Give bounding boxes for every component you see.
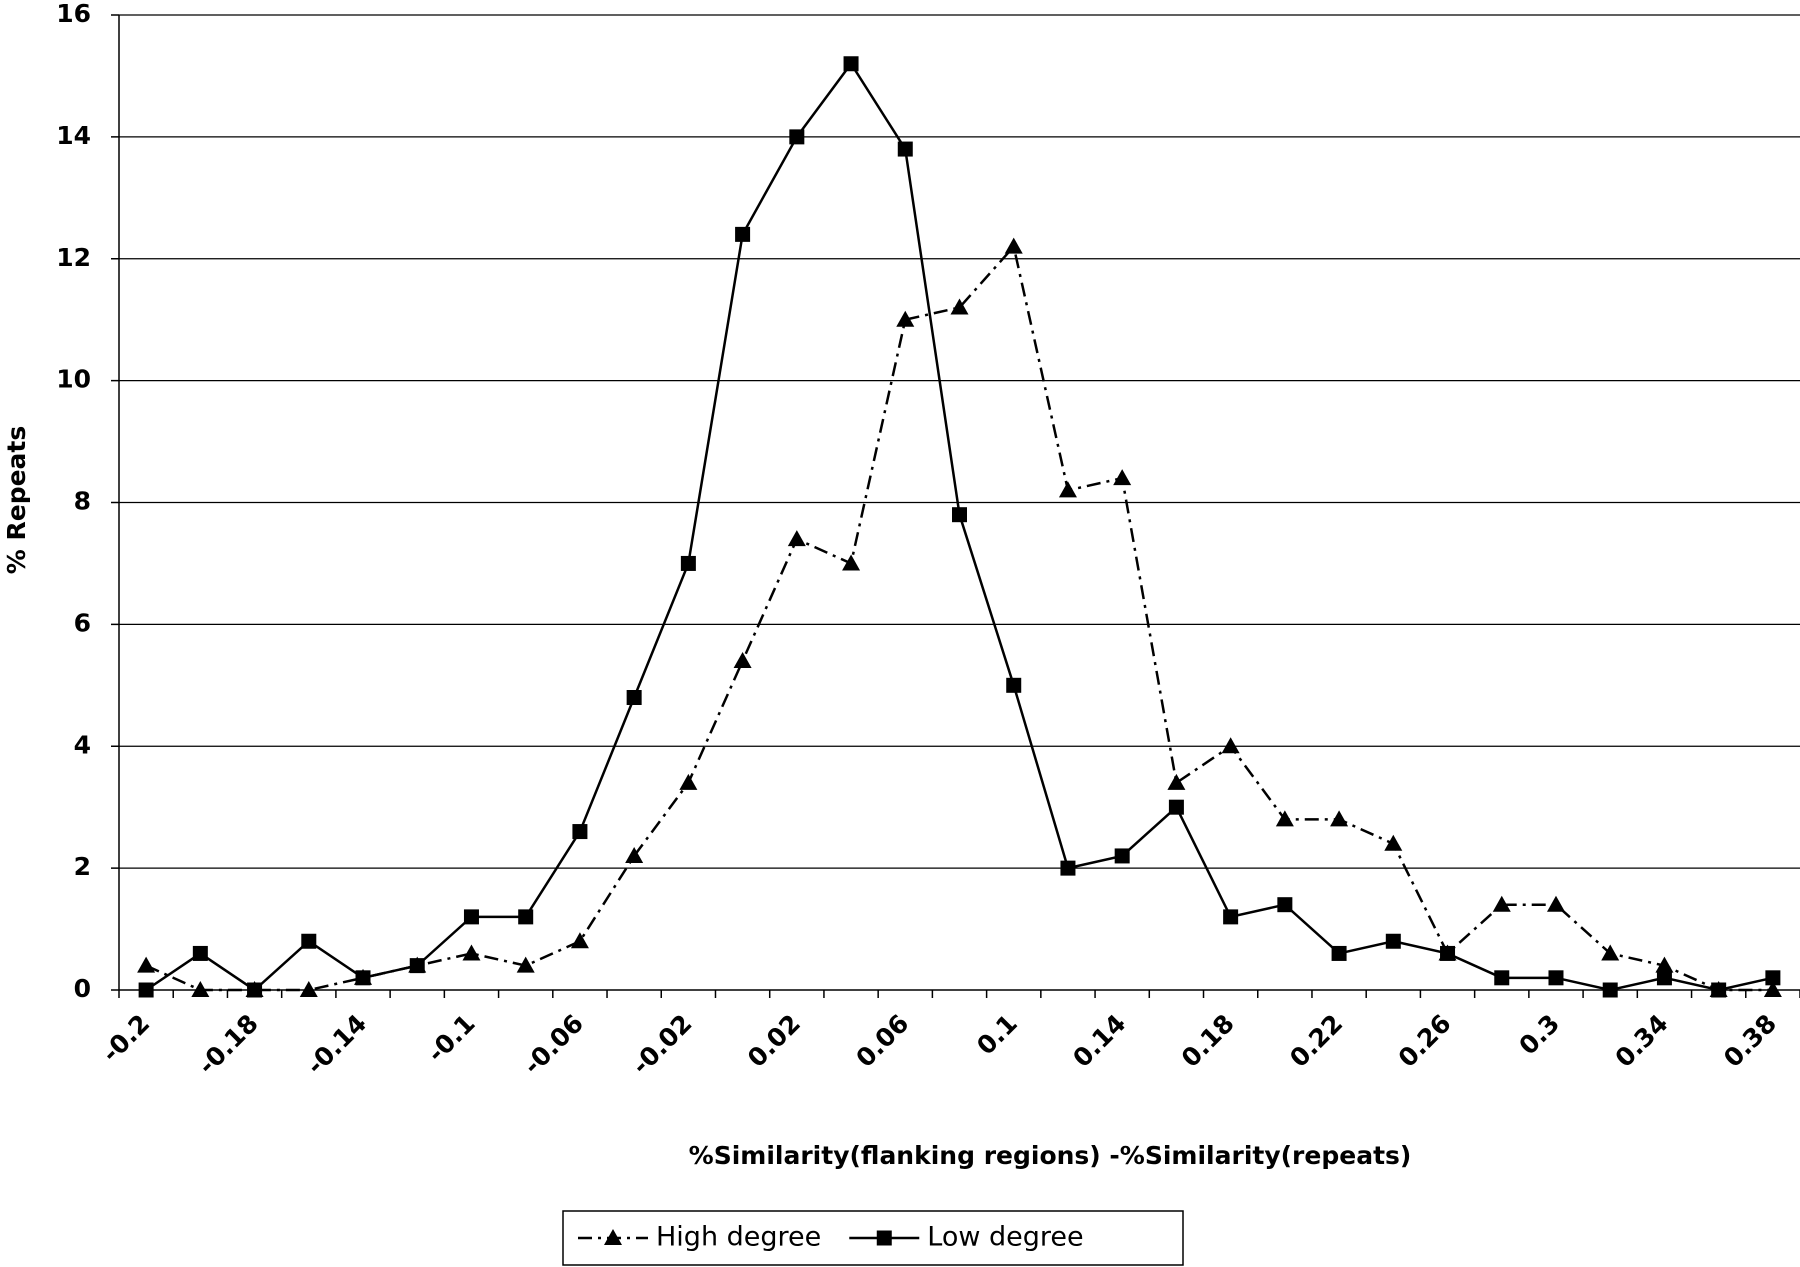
marker bbox=[572, 824, 588, 840]
marker bbox=[1277, 897, 1293, 913]
marker bbox=[679, 773, 698, 790]
x-tick-label: 0.3 bbox=[1513, 1009, 1565, 1061]
marker bbox=[1711, 982, 1727, 998]
y-tick-label: 0 bbox=[74, 974, 91, 1003]
x-tick-label: -0.1 bbox=[421, 1009, 480, 1068]
y-axis-title: % Repeats bbox=[2, 426, 31, 575]
marker bbox=[516, 956, 535, 973]
marker bbox=[1546, 895, 1565, 912]
x-tick-label: 0.1 bbox=[971, 1009, 1023, 1061]
marker bbox=[137, 956, 156, 973]
y-tick-label: 16 bbox=[56, 0, 91, 28]
marker bbox=[1006, 677, 1022, 693]
marker bbox=[625, 846, 644, 863]
marker bbox=[1114, 848, 1130, 864]
y-tick-label: 6 bbox=[74, 608, 91, 637]
marker bbox=[896, 310, 915, 327]
x-tick-label: 0.06 bbox=[850, 1009, 914, 1073]
marker bbox=[247, 982, 263, 998]
marker bbox=[1275, 810, 1294, 827]
x-tick-label: 0.34 bbox=[1610, 1009, 1674, 1073]
marker bbox=[138, 982, 154, 998]
marker bbox=[1004, 237, 1023, 254]
marker bbox=[1167, 773, 1186, 790]
marker bbox=[1655, 956, 1674, 973]
marker bbox=[1602, 982, 1618, 998]
marker bbox=[518, 909, 534, 925]
marker bbox=[1060, 860, 1076, 876]
marker bbox=[1168, 799, 1184, 815]
marker bbox=[462, 944, 481, 961]
marker bbox=[1384, 834, 1403, 851]
marker bbox=[1223, 909, 1239, 925]
marker bbox=[1440, 945, 1456, 961]
marker bbox=[1548, 970, 1564, 986]
marker bbox=[1763, 981, 1782, 997]
x-tick-label: -0.06 bbox=[518, 1009, 589, 1080]
y-tick-label: 14 bbox=[56, 121, 91, 150]
marker bbox=[1058, 481, 1077, 498]
marker bbox=[842, 554, 861, 571]
marker bbox=[301, 933, 317, 949]
marker bbox=[463, 909, 479, 925]
x-axis-title: %Similarity(flanking regions) -%Similari… bbox=[689, 1141, 1412, 1170]
marker bbox=[733, 651, 752, 668]
series-line bbox=[145, 243, 1773, 992]
x-tick-label: 0.22 bbox=[1284, 1009, 1348, 1073]
x-tick-label: 0.26 bbox=[1393, 1009, 1457, 1073]
y-tick-label: 8 bbox=[74, 487, 91, 516]
x-tick-label: -0.2 bbox=[96, 1009, 155, 1068]
marker bbox=[1656, 970, 1672, 986]
marker bbox=[191, 981, 210, 997]
marker bbox=[1113, 469, 1132, 486]
x-tick-label: 0.18 bbox=[1176, 1009, 1240, 1073]
x-tick-label: 0.14 bbox=[1067, 1009, 1131, 1073]
x-tick-label: -0.18 bbox=[192, 1009, 263, 1080]
y-tick-label: 2 bbox=[74, 852, 91, 881]
x-tick-label: 0.38 bbox=[1718, 1009, 1782, 1073]
marker bbox=[843, 56, 859, 72]
marker bbox=[789, 129, 805, 145]
marker bbox=[1331, 945, 1347, 961]
y-tick-label: 4 bbox=[74, 730, 91, 759]
marker bbox=[570, 932, 589, 949]
legend-marker bbox=[604, 1229, 622, 1245]
marker bbox=[950, 298, 969, 315]
marker bbox=[1494, 970, 1510, 986]
series-line bbox=[145, 61, 1774, 992]
legend-marker bbox=[876, 1230, 892, 1246]
marker bbox=[192, 945, 208, 961]
y-tick-label: 12 bbox=[56, 243, 91, 272]
x-tick-label: -0.02 bbox=[626, 1009, 697, 1080]
legend-label: Low degree bbox=[927, 1222, 1083, 1253]
marker bbox=[787, 530, 806, 547]
marker bbox=[735, 226, 751, 242]
marker bbox=[952, 507, 967, 523]
marker bbox=[897, 141, 913, 157]
marker bbox=[680, 555, 696, 571]
y-tick-label: 10 bbox=[56, 365, 91, 394]
marker bbox=[1492, 895, 1511, 912]
marker bbox=[1765, 970, 1781, 986]
marker bbox=[355, 970, 371, 986]
legend-label: High degree bbox=[656, 1222, 821, 1253]
marker bbox=[409, 958, 425, 974]
marker bbox=[1330, 810, 1349, 827]
marker bbox=[1221, 737, 1240, 754]
x-tick-label: 0.02 bbox=[742, 1009, 806, 1073]
x-tick-label: -0.14 bbox=[301, 1009, 372, 1080]
marker bbox=[1385, 933, 1401, 949]
marker bbox=[626, 690, 642, 705]
marker bbox=[1601, 944, 1620, 961]
marker bbox=[299, 981, 318, 997]
